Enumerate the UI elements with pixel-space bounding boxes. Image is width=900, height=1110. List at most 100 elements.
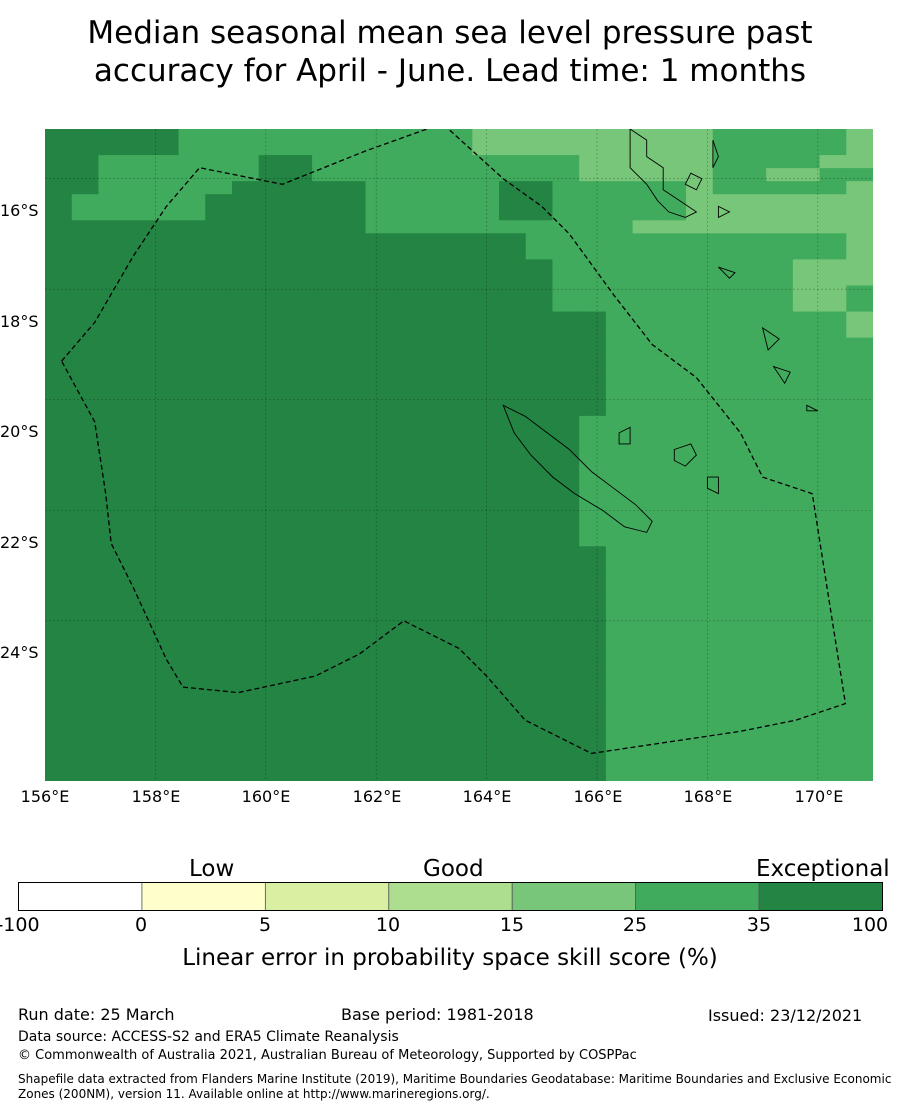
skill-cell bbox=[499, 168, 527, 182]
skill-cell bbox=[819, 481, 847, 495]
skill-cell bbox=[552, 767, 580, 781]
skill-cell bbox=[98, 676, 126, 691]
skill-cell bbox=[686, 376, 714, 391]
skill-cell bbox=[605, 272, 634, 287]
skill-cell bbox=[45, 376, 73, 391]
skill-cell bbox=[659, 663, 687, 678]
skill-cell bbox=[98, 285, 126, 300]
skill-cell bbox=[231, 285, 260, 300]
skill-cell bbox=[312, 350, 340, 365]
skill-cell bbox=[231, 663, 260, 678]
skill-cell bbox=[552, 207, 580, 221]
skill-cell bbox=[312, 259, 340, 274]
skill-cell bbox=[71, 637, 100, 652]
skill-cell bbox=[632, 259, 660, 274]
skill-cell bbox=[392, 168, 420, 182]
skill-cell bbox=[98, 168, 126, 182]
skill-cell bbox=[418, 220, 447, 234]
skill-cell bbox=[45, 533, 73, 547]
skill-cell bbox=[712, 376, 741, 391]
skill-cell bbox=[499, 507, 527, 521]
skill-cell bbox=[472, 468, 500, 482]
skill-cell bbox=[338, 402, 367, 417]
skill-cell bbox=[579, 767, 607, 781]
skill-cell bbox=[525, 194, 554, 208]
skill-cell bbox=[365, 572, 393, 586]
skill-cell bbox=[365, 155, 393, 169]
skill-cell bbox=[766, 637, 794, 652]
skill-cell bbox=[98, 129, 126, 143]
skill-cell bbox=[45, 572, 73, 586]
skill-cell bbox=[205, 468, 233, 482]
skill-cell bbox=[632, 415, 660, 430]
skill-cell bbox=[71, 168, 100, 182]
skill-cell bbox=[686, 520, 714, 534]
skill-cell bbox=[125, 767, 153, 781]
skill-cell bbox=[205, 520, 233, 534]
skill-cell bbox=[819, 455, 847, 469]
skill-cell bbox=[71, 155, 100, 169]
skill-cell bbox=[499, 233, 527, 247]
skill-cell bbox=[605, 207, 634, 221]
skill-cell bbox=[846, 272, 873, 287]
skill-cell bbox=[712, 129, 741, 143]
skill-cell bbox=[472, 507, 500, 521]
skill-cell bbox=[766, 259, 794, 274]
skill-cell bbox=[846, 233, 873, 247]
skill-cell bbox=[71, 181, 100, 195]
skill-cell bbox=[392, 598, 420, 613]
skill-cell bbox=[312, 298, 340, 313]
skill-cell bbox=[686, 350, 714, 365]
skill-cell bbox=[632, 337, 660, 352]
skill-cell bbox=[605, 337, 634, 352]
skill-cell bbox=[712, 572, 741, 586]
skill-cell bbox=[338, 533, 367, 547]
skill-cell bbox=[632, 741, 660, 756]
skill-cell bbox=[579, 507, 607, 521]
skill-cell bbox=[739, 533, 767, 547]
colorbar-tick: 5 bbox=[258, 914, 272, 936]
skill-cell bbox=[151, 246, 180, 260]
skill-cell bbox=[472, 481, 500, 495]
skill-cell bbox=[605, 155, 634, 169]
skill-cell bbox=[552, 272, 580, 287]
skill-cell bbox=[338, 207, 367, 221]
skill-cell bbox=[312, 402, 340, 417]
skill-cell bbox=[205, 376, 233, 391]
skill-cell bbox=[231, 363, 260, 378]
skill-cell bbox=[766, 676, 794, 691]
skill-cell bbox=[258, 285, 286, 300]
skill-cell bbox=[151, 754, 180, 769]
skill-cell bbox=[151, 129, 180, 143]
skill-cell bbox=[739, 481, 767, 495]
skill-cell bbox=[258, 168, 286, 182]
skill-cell bbox=[846, 129, 873, 143]
skill-cell bbox=[739, 494, 767, 508]
skill-cell bbox=[178, 715, 206, 730]
skill-cell bbox=[178, 767, 206, 781]
skill-cell bbox=[579, 220, 607, 234]
skill-cell bbox=[659, 168, 687, 182]
skill-cell bbox=[525, 246, 554, 260]
coastline bbox=[717, 205, 731, 219]
skill-cell bbox=[338, 389, 367, 404]
skill-cell bbox=[338, 715, 367, 730]
skill-cell bbox=[45, 637, 73, 652]
skill-cell bbox=[285, 624, 313, 639]
skill-cell bbox=[712, 337, 741, 352]
skill-cell bbox=[125, 129, 153, 143]
skill-cell bbox=[338, 350, 367, 365]
skill-cell bbox=[205, 441, 233, 456]
skill-cell bbox=[766, 624, 794, 639]
skill-cell bbox=[525, 402, 554, 417]
skill-cell bbox=[98, 572, 126, 586]
skill-cell bbox=[258, 350, 286, 365]
skill-cell bbox=[499, 246, 527, 260]
skill-cell bbox=[231, 767, 260, 781]
skill-cell bbox=[552, 181, 580, 195]
skill-cell bbox=[392, 272, 420, 287]
skill-cell bbox=[231, 455, 260, 469]
skill-cell bbox=[338, 272, 367, 287]
skill-cell bbox=[205, 637, 233, 652]
skill-cell bbox=[766, 363, 794, 378]
